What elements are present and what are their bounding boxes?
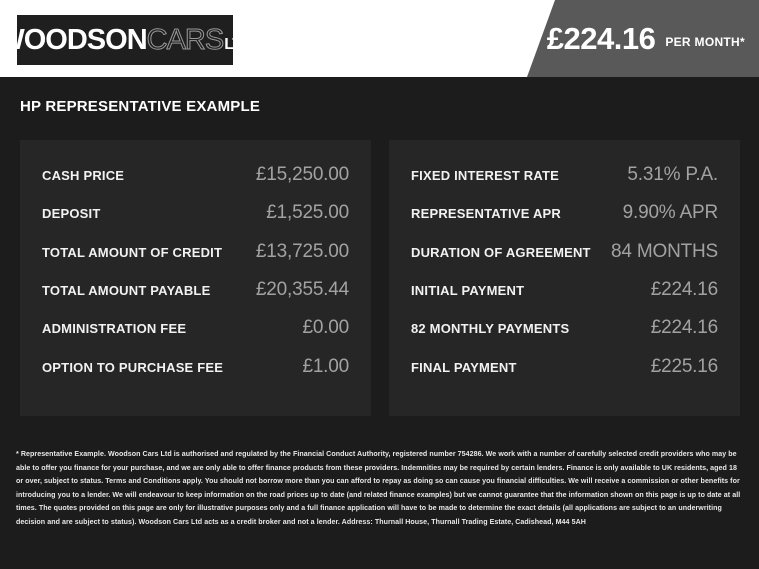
page-title: HP REPRESENTATIVE EXAMPLE bbox=[20, 98, 261, 115]
disclaimer-text: * Representative Example. Woodson Cars L… bbox=[16, 450, 741, 526]
finance-row-label: FIXED INTEREST RATE bbox=[411, 168, 560, 183]
finance-panel-left: CASH PRICE £15,250.00 DEPOSIT £1,525.00 TOTA… bbox=[20, 140, 371, 416]
finance-row-label: REPRESENTATIVE APR bbox=[411, 206, 561, 222]
monthly-price-amount: £224.16 bbox=[546, 20, 656, 56]
finance-row-value: £1.00 bbox=[302, 355, 349, 377]
finance-row-label: CASH PRICE bbox=[42, 168, 125, 183]
finance-row: OPTION TO PURCHASE FEE £1.00 bbox=[42, 356, 349, 394]
company-logo[interactable]: WOODSON CARS LTD bbox=[0, 15, 253, 65]
monthly-price-period-label: PER MONTH* bbox=[665, 34, 745, 49]
finance-panel-right: FIXED INTEREST RATE 5.31% P.A. REPRESENTAT… bbox=[389, 140, 740, 416]
finance-row-label: 82 MONTHLY PAYMENTS bbox=[411, 321, 570, 337]
finance-row-label: DURATION OF AGREEMENT bbox=[411, 244, 591, 260]
logo-text: WOODSON CARS LTD bbox=[0, 23, 253, 57]
finance-row: TOTAL AMOUNT OF CREDIT £13,725.00 bbox=[42, 241, 349, 279]
logo-word-cars: CARS bbox=[146, 23, 225, 56]
finance-details-panels: CASH PRICE £15,250.00 DEPOSIT £1,525.00 TOTA… bbox=[20, 140, 740, 416]
finance-row-value: 5.31% P.A. bbox=[627, 164, 718, 185]
header-diagonal-accent bbox=[527, 0, 759, 77]
finance-row-label: TOTAL AMOUNT OF CREDIT bbox=[42, 244, 223, 260]
logo-word-woodson: WOODSON bbox=[0, 23, 148, 56]
logo-word-ltd: LTD bbox=[224, 35, 253, 53]
finance-row-value: £225.16 bbox=[650, 355, 718, 377]
finance-row-value: 9.90% APR bbox=[622, 202, 719, 224]
finance-row-value: £15,250.00 bbox=[255, 164, 349, 185]
finance-row: FINAL PAYMENT £225.16 bbox=[411, 356, 718, 394]
finance-row: FIXED INTEREST RATE 5.31% P.A. bbox=[411, 164, 718, 202]
finance-row-label: INITIAL PAYMENT bbox=[411, 282, 525, 298]
finance-row-value: £0.00 bbox=[302, 317, 349, 339]
finance-row: INITIAL PAYMENT £224.16 bbox=[411, 279, 718, 317]
finance-row-label: ADMINISTRATION FEE bbox=[42, 321, 187, 337]
finance-row: TOTAL AMOUNT PAYABLE £20,355.44 bbox=[42, 279, 349, 317]
monthly-price-block: £224.16 PER MONTH* bbox=[547, 0, 745, 77]
finance-row-label: DEPOSIT bbox=[42, 206, 101, 222]
finance-row-value: £20,355.44 bbox=[255, 278, 349, 300]
page-header: WOODSON CARS LTD £224.16 PER MONTH* bbox=[0, 0, 759, 77]
finance-row-value: 84 MONTHS bbox=[611, 240, 718, 262]
finance-row-value: £13,725.00 bbox=[255, 240, 349, 262]
finance-row-value: £224.16 bbox=[650, 317, 718, 339]
finance-row: 82 MONTHLY PAYMENTS £224.16 bbox=[411, 317, 718, 355]
finance-row-label: FINAL PAYMENT bbox=[411, 359, 517, 375]
finance-row: DEPOSIT £1,525.00 bbox=[42, 202, 349, 240]
finance-row-value: £1,525.00 bbox=[266, 202, 349, 224]
finance-row-label: OPTION TO PURCHASE FEE bbox=[42, 359, 224, 375]
finance-row-value: £224.16 bbox=[650, 278, 718, 300]
finance-row: ADMINISTRATION FEE £0.00 bbox=[42, 317, 349, 355]
finance-row: DURATION OF AGREEMENT 84 MONTHS bbox=[411, 241, 718, 279]
finance-row: CASH PRICE £15,250.00 bbox=[42, 164, 349, 202]
finance-row: REPRESENTATIVE APR 9.90% APR bbox=[411, 202, 718, 240]
finance-row-label: TOTAL AMOUNT PAYABLE bbox=[42, 282, 211, 298]
